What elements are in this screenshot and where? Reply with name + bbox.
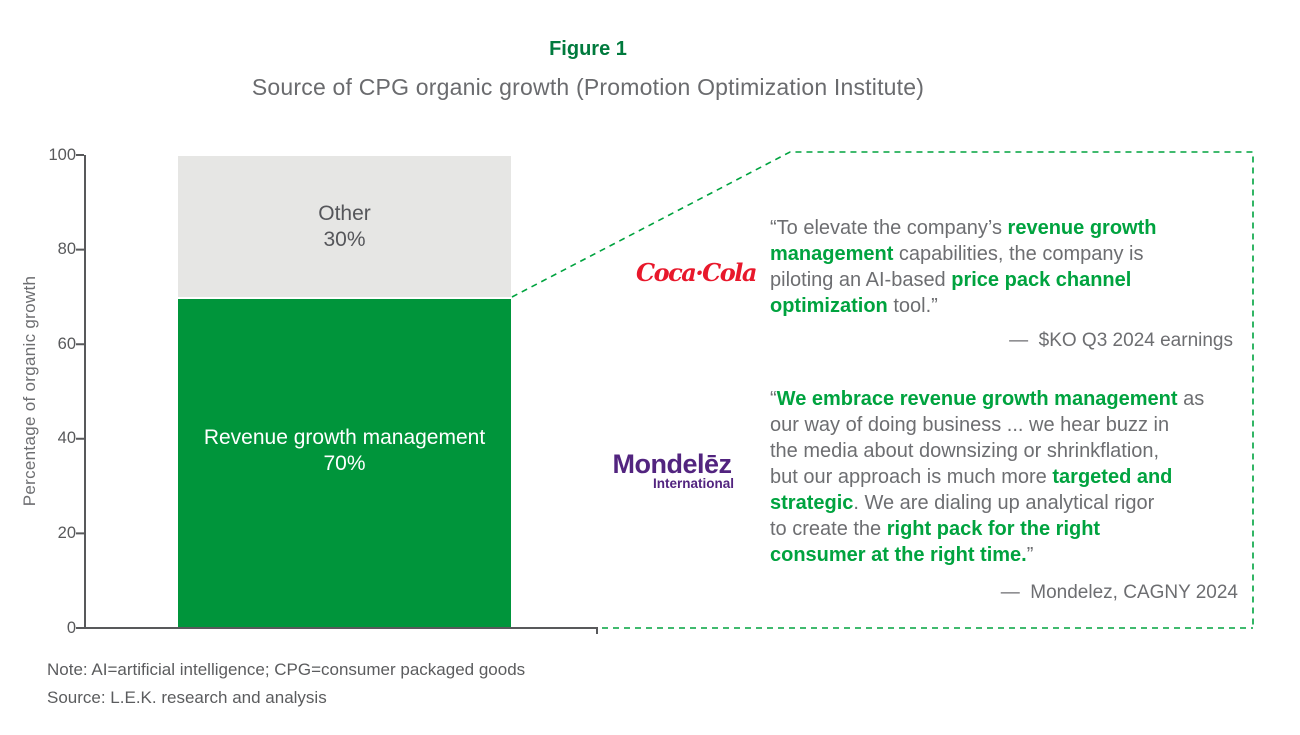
- rgm-percent: 70%: [323, 452, 366, 475]
- footnotes: Note: AI=artificial intelligence; CPG=co…: [47, 656, 525, 712]
- other-percent: 30%: [323, 227, 366, 251]
- y-tick-100: 100: [48, 146, 76, 164]
- bar-segment-other: Other 30%: [178, 156, 511, 297]
- y-tick-0: 0: [66, 619, 76, 637]
- figure-label: Figure 1: [549, 38, 627, 60]
- mondelez-wordmark: Mondelēz: [612, 449, 732, 479]
- bar-segment-revenue-growth-management: Revenue growth management 70%: [178, 299, 511, 627]
- note-line: Note: AI=artificial intelligence; CPG=co…: [47, 660, 526, 679]
- y-axis-label: Percentage of organic growth: [20, 275, 39, 507]
- mondelez-international-label: International: [652, 476, 734, 491]
- coca-cola-logo: Coca·Cola: [636, 258, 757, 287]
- coca-cola-quote-attribution: — $KO Q3 2024 earnings: [1009, 330, 1233, 351]
- other-label: Other: [318, 201, 371, 225]
- y-tick-80: 80: [57, 240, 76, 258]
- coca-cola-quote: “To elevate the company’s revenue growth…: [770, 217, 1157, 317]
- bar-segment-other-label: Other 30%: [318, 201, 371, 253]
- y-tick-20: 20: [57, 524, 76, 542]
- bar-segment-rgm-label: Revenue growth management 70%: [204, 425, 485, 477]
- chart-title: Source of CPG organic growth (Promotion …: [251, 74, 925, 100]
- rgm-label: Revenue growth management: [203, 426, 486, 449]
- y-tick-40: 40: [57, 429, 76, 447]
- y-axis-tick-marks: [76, 154, 84, 629]
- mondelez-quote: “We embrace revenue growth management as…: [770, 388, 1205, 566]
- title-block: Figure 1 Source of CPG organic growth (P…: [0, 38, 1176, 101]
- mondelez-logo: Mondelēz International: [596, 449, 748, 491]
- source-line: Source: L.E.K. research and analysis: [47, 688, 327, 707]
- y-tick-60: 60: [57, 335, 76, 353]
- mondelez-quote-attribution: — Mondelez, CAGNY 2024: [1000, 582, 1238, 603]
